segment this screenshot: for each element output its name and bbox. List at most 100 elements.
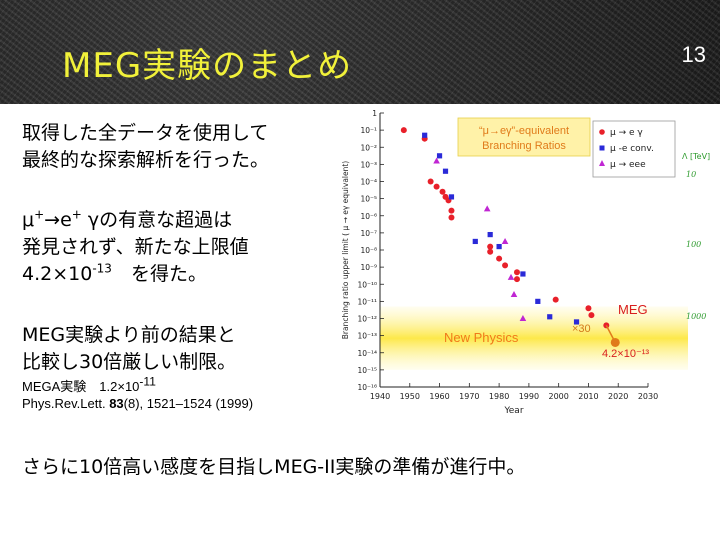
text-line: 4.2×10-13 を得た。 xyxy=(22,261,249,288)
text-line: Phys.Rev.Lett. 83(8), 1521–1524 (1999) xyxy=(22,395,253,412)
data-point-mu-e-gamma xyxy=(433,183,440,190)
meg-label: MEG xyxy=(618,302,648,317)
data-point-mu-e-gamma xyxy=(585,305,592,312)
y-tick-label: 10⁻⁷ xyxy=(360,229,377,238)
lambda-tick-label: 100 xyxy=(686,240,701,249)
y-tick-label: 10⁻³ xyxy=(360,160,377,169)
data-point-mu-e-conversion xyxy=(573,319,580,325)
y-tick-label: 10⁻⁸ xyxy=(360,246,377,255)
x-tick-label: 2000 xyxy=(548,392,568,401)
y-tick-label: 1 xyxy=(372,109,377,118)
annotation-box xyxy=(457,117,591,157)
text-fragment: を得た。 xyxy=(111,263,207,285)
volume-number: 83 xyxy=(109,396,124,411)
annotation-line: Branching Ratios xyxy=(482,140,566,152)
page-number: 13 xyxy=(681,42,706,67)
y-tick-label: 10⁻⁹ xyxy=(360,263,377,272)
data-point-mu-e-conversion xyxy=(436,153,443,159)
data-point-mu-e-gamma xyxy=(502,262,509,269)
x-tick-label: 2030 xyxy=(638,392,658,401)
data-point-mu-e-conversion xyxy=(496,243,502,250)
slide-title: MEG実験のまとめ xyxy=(62,46,353,86)
data-point-mu-eee xyxy=(501,237,509,244)
lambda-tick-label: 10 xyxy=(686,170,696,179)
data-point-mu-e-conversion xyxy=(422,132,428,138)
y-tick-label: 10⁻² xyxy=(360,143,377,152)
data-point-mu-e-conversion xyxy=(535,298,541,304)
superscript: -13 xyxy=(92,261,112,276)
y-tick-label: 10⁻¹¹ xyxy=(357,297,377,306)
text-fragment: γの有意な超過は xyxy=(81,209,233,231)
data-point-mu-e-gamma xyxy=(552,296,559,303)
x-tick-label: 1970 xyxy=(459,392,479,401)
superscript: + xyxy=(71,207,82,222)
data-point-mu-e-gamma xyxy=(487,248,494,255)
data-point-mu-e-gamma xyxy=(487,243,494,250)
x-tick-label: 2020 xyxy=(608,392,628,401)
data-point-mu-e-conversion xyxy=(472,238,478,245)
slide-header xyxy=(0,0,720,104)
text-line: 取得した全データを使用して xyxy=(22,122,269,144)
x-tick-label: 1960 xyxy=(429,392,449,401)
y-axis-label: Branching ratio upper limit ( μ → eγ equ… xyxy=(341,161,350,340)
x-tick-label: 1950 xyxy=(400,392,420,401)
x-tick-label: 1940 xyxy=(370,392,390,401)
legend-marker xyxy=(599,160,605,166)
y-tick-label: 10⁻⁵ xyxy=(360,195,377,204)
text-fragment: →e xyxy=(44,209,72,231)
superscript: + xyxy=(34,207,45,222)
text-fragment: μ xyxy=(22,209,35,231)
summary-paragraph: 取得した全データを使用して 最終的な探索解析を行った。 xyxy=(22,120,269,174)
data-point-mu-eee xyxy=(483,205,491,212)
branching-ratio-chart: 1 10⁻¹ 10⁻² 10⁻³ 10⁻⁴ 10⁻⁵ 10⁻⁶ 10⁻⁷ 10⁻⁸ 10⁻⁹ 10⁻… xyxy=(341,109,710,416)
y-tick-label: 10⁻¹³ xyxy=(357,332,377,341)
data-point-mu-e-conversion xyxy=(442,168,449,174)
data-point-mu-eee xyxy=(507,273,515,280)
data-point-mu-eee xyxy=(510,291,518,298)
data-point-mu-e-gamma xyxy=(427,178,434,185)
data-point-mu-e-gamma xyxy=(400,127,407,134)
data-point-mu-e-gamma xyxy=(588,312,595,319)
data-point-mu-eee xyxy=(519,315,527,321)
outlook-text: さらに10倍高い感度を目指しMEG-II実験の準備が進行中。 xyxy=(22,456,526,478)
meg-result-point xyxy=(610,337,620,347)
legend-box xyxy=(592,120,676,178)
comparison-paragraph: MEG実験より前の結果と 比較し30倍厳しい制限。 xyxy=(22,322,236,376)
reference-note: MEGA実験 1.2×10-11 Phys.Rev.Lett. 83(8), 1… xyxy=(22,376,253,412)
text-line: MEGA実験 1.2×10-11 xyxy=(22,376,253,395)
data-point-mu-e-gamma xyxy=(513,276,520,283)
text-fragment: Phys.Rev.Lett. xyxy=(22,396,110,411)
result-paragraph: μ+→e+ γの有意な超過は 発見されず、新たな上限値 4.2×10-13 を得… xyxy=(22,207,249,288)
text-line: 発見されず、新たな上限値 xyxy=(22,236,249,258)
y-tick-label: 10⁻¹⁰ xyxy=(357,280,377,289)
legend-label: μ → eee xyxy=(610,160,646,170)
y-tick-label: 10⁻⁴ xyxy=(360,178,377,187)
x-tick-label: 1980 xyxy=(489,392,509,401)
data-point-mu-e-conversion xyxy=(520,271,526,277)
legend-label: μ → e γ xyxy=(610,128,643,138)
text-line: 比較し30倍厳しい制限。 xyxy=(22,351,237,373)
lambda-tick-label: 1000 xyxy=(686,312,706,321)
text-line: μ+→e+ γの有意な超過は xyxy=(22,207,249,234)
y-tick-label: 10⁻¹⁵ xyxy=(357,366,377,375)
meg-limit-label: 4.2×10⁻¹³ xyxy=(602,348,649,360)
y-tick-label: 10⁻⁶ xyxy=(360,212,377,221)
annotation-line: “μ→eγ”-equivalent xyxy=(479,125,569,137)
text-fragment: 4.2×10 xyxy=(22,263,93,285)
text-line: MEG実験より前の結果と xyxy=(22,324,236,346)
text-fragment: (8), 1521–1524 (1999) xyxy=(123,396,254,411)
y-tick-label: 10⁻¹ xyxy=(360,126,377,135)
lambda-axis-label: Λ [TeV] xyxy=(682,152,710,161)
new-physics-band xyxy=(380,306,688,370)
x-axis-label: Year xyxy=(503,406,523,416)
data-point-mu-e-conversion xyxy=(487,231,493,238)
data-point-mu-eee xyxy=(433,157,440,164)
new-physics-label: New Physics xyxy=(444,330,519,345)
text-line: 最終的な探索解析を行った。 xyxy=(22,149,270,171)
data-point-mu-e-gamma xyxy=(513,269,520,276)
x-tick-label: 1990 xyxy=(519,392,539,401)
text-fragment: MEGA実験 1.2×10 xyxy=(22,379,140,394)
legend-marker xyxy=(599,145,605,151)
y-tick-label: 10⁻¹⁴ xyxy=(357,349,377,358)
y-tick-label: 10⁻¹⁶ xyxy=(357,383,377,392)
